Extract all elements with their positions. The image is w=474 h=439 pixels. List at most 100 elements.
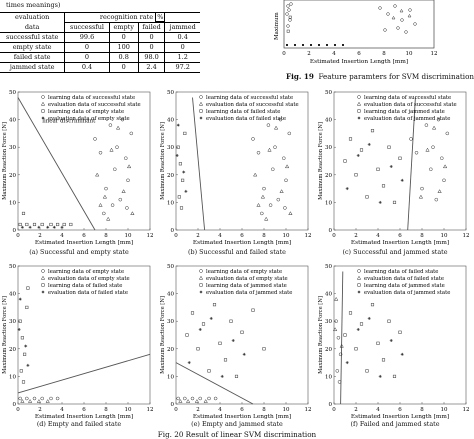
y-tick-label: 0 xyxy=(329,228,333,234)
y-tick-label: 10 xyxy=(9,374,16,380)
x-tick-label: 8 xyxy=(104,407,108,413)
data-point xyxy=(178,399,183,403)
x-tick-label: 4 xyxy=(218,233,222,239)
chart-d: 0 2 4 6 8 10 12 0 10 20 30 40 50 Estimated Insertion … xyxy=(2,264,154,420)
y-tick-label: 40 xyxy=(9,118,16,124)
x-tick-label: 4 xyxy=(60,233,64,239)
data-point xyxy=(348,311,353,315)
legend-label: evaluation data of empty state xyxy=(48,116,130,122)
data-point xyxy=(194,399,200,403)
y-axis-label: Maximum Reaction Force [N] xyxy=(318,296,324,374)
data-point xyxy=(176,145,180,149)
legend-marker xyxy=(356,101,362,106)
data-point xyxy=(121,189,126,193)
th-evaluation: evaluation xyxy=(14,13,50,22)
y-tick-label: 40 xyxy=(9,292,16,298)
data-point xyxy=(45,399,50,403)
data-point xyxy=(115,125,121,130)
data-point xyxy=(20,399,25,403)
y-tick-label: 50 xyxy=(325,264,332,270)
data-point xyxy=(231,339,235,343)
data-point xyxy=(184,189,188,193)
svg-text:2: 2 xyxy=(307,51,311,57)
x-tick-label: 8 xyxy=(104,233,108,239)
data-point xyxy=(251,308,255,312)
data-point xyxy=(182,170,186,174)
y-tick-label: 40 xyxy=(325,292,332,298)
data-point xyxy=(21,380,26,384)
discriminant-line xyxy=(175,362,254,405)
x-axis-label: Estimated Insertion Length [mm] xyxy=(35,240,133,246)
legend-marker xyxy=(198,275,204,280)
data-point xyxy=(56,222,60,227)
th-recognition-rate: recognition rate % xyxy=(64,12,200,23)
legend-label: evaluation data of failed state xyxy=(206,116,286,122)
y-tick-label: 30 xyxy=(9,145,16,151)
y-tick-label: 40 xyxy=(325,118,332,124)
data-point xyxy=(436,117,441,122)
fig19-xlabel: Estimated Insertion Length [mm] xyxy=(310,59,408,65)
legend-marker xyxy=(41,283,45,287)
data-point xyxy=(442,178,446,183)
data-point xyxy=(24,344,28,348)
y-axis-label: Maximum Reaction Force [N] xyxy=(2,296,8,374)
data-point xyxy=(260,194,266,199)
x-tick-label: 2 xyxy=(38,233,42,239)
data-point xyxy=(104,186,108,191)
legend-label: learning data of successful state xyxy=(48,95,135,101)
data-point xyxy=(381,184,386,188)
legend-label: evaluation data of successful state xyxy=(48,102,141,108)
legend-label: learning data of jammed state xyxy=(364,109,445,115)
data-point xyxy=(27,399,33,403)
data-point xyxy=(260,211,264,216)
chart-f: 0 2 4 6 8 10 12 0 10 20 30 40 50 Estimated Insertion … xyxy=(318,264,470,420)
legend-marker xyxy=(199,95,203,99)
data-point xyxy=(343,333,347,337)
data-point xyxy=(266,123,271,127)
data-point xyxy=(196,347,200,351)
data-point xyxy=(378,200,382,204)
data-point xyxy=(18,396,22,401)
data-point xyxy=(49,222,53,227)
data-point xyxy=(69,222,73,227)
data-point xyxy=(343,159,347,163)
data-point xyxy=(223,358,228,362)
y-tick-label: 30 xyxy=(167,319,174,325)
x-tick-label: 6 xyxy=(82,233,86,239)
y-axis-label: Maximum Reaction Force [N] xyxy=(160,296,166,374)
data-point xyxy=(288,211,293,215)
data-point xyxy=(442,164,448,169)
legend-label: learning data of jammed state xyxy=(364,283,445,289)
data-point xyxy=(46,225,50,229)
data-point xyxy=(400,178,404,182)
data-point xyxy=(339,343,344,348)
legend-marker xyxy=(357,283,361,287)
discriminant-line xyxy=(340,271,344,405)
data-point xyxy=(183,396,187,401)
data-point xyxy=(20,225,24,229)
y-tick-label: 10 xyxy=(325,200,332,206)
y-tick-label: 50 xyxy=(9,264,16,270)
legend-marker xyxy=(40,275,46,280)
x-tick-label: 0 xyxy=(332,233,336,239)
x-tick-label: 0 xyxy=(16,407,20,413)
data-point xyxy=(345,187,349,191)
fig19-points xyxy=(285,2,417,34)
data-point xyxy=(251,137,255,141)
data-point xyxy=(392,200,397,204)
data-point xyxy=(21,211,26,215)
data-point xyxy=(348,137,353,141)
data-point xyxy=(262,347,266,351)
y-axis-label: Maximum Reaction Force [N] xyxy=(2,122,8,200)
legend-marker xyxy=(41,109,45,113)
data-point xyxy=(367,142,371,146)
subcaption-f: (f) Failed and jammed state xyxy=(350,420,440,428)
x-tick-label: 10 xyxy=(283,233,290,239)
data-point xyxy=(273,125,279,130)
y-tick-label: 20 xyxy=(167,173,174,179)
y-tick-label: 50 xyxy=(325,90,332,96)
legend-marker xyxy=(357,290,361,294)
legend-marker xyxy=(356,275,362,280)
legend-label: learning data of successful state xyxy=(206,95,293,101)
x-tick-label: 0 xyxy=(332,407,336,413)
